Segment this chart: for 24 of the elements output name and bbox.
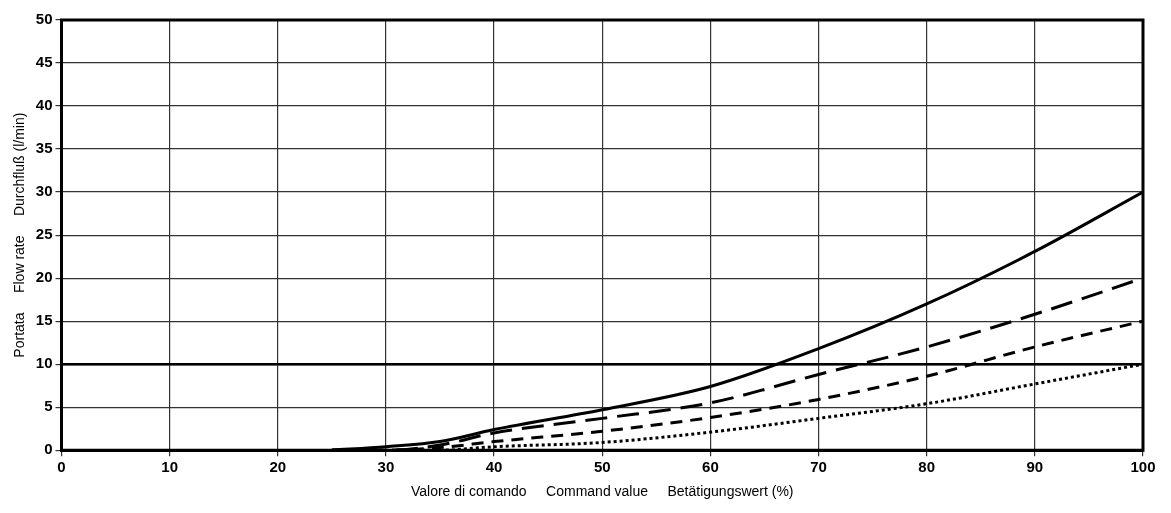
x-tick-label: 0: [57, 458, 66, 476]
y-tick-label: 15: [35, 311, 53, 329]
y-tick-label: 25: [35, 225, 53, 243]
x-tick-label: 10: [161, 458, 178, 476]
y-tick-label: 30: [35, 182, 53, 200]
y-axis-title: Portata Flow rate Durchfluß (l/min): [11, 112, 28, 358]
x-tick-label: 40: [485, 458, 503, 476]
x-tick-label: 100: [1130, 458, 1156, 476]
y-tick-label: 20: [35, 268, 53, 286]
x-tick-label: 80: [918, 458, 936, 476]
x-axis-title: Valore di comando Command value Betätigungswert (%): [410, 483, 794, 500]
x-tick-label: 60: [702, 458, 719, 476]
y-tick-label: 50: [35, 10, 53, 28]
y-tick-label: 5: [44, 397, 53, 415]
x-tick-label: 70: [810, 458, 827, 476]
y-tick-label: 10: [35, 354, 53, 372]
y-tick-label: 35: [35, 139, 53, 157]
y-tick-label: 40: [35, 96, 53, 114]
x-tick-label: 20: [269, 458, 287, 476]
y-tick-label: 45: [35, 53, 53, 71]
x-tick-label: 30: [377, 458, 395, 476]
x-tick-label: 50: [593, 458, 611, 476]
x-tick-label: 90: [1026, 458, 1044, 476]
y-tick-label: 0: [44, 440, 53, 458]
